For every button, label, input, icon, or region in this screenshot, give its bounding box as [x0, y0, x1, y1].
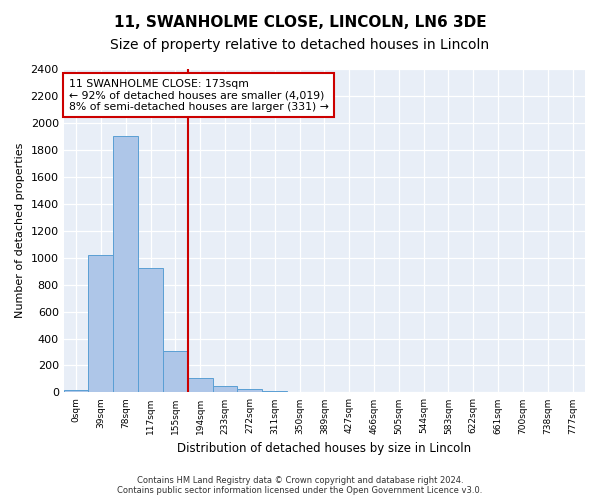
Bar — [238, 390, 262, 392]
Text: 11, SWANHOLME CLOSE, LINCOLN, LN6 3DE: 11, SWANHOLME CLOSE, LINCOLN, LN6 3DE — [113, 15, 487, 30]
Bar — [188, 378, 212, 392]
Text: 11 SWANHOLME CLOSE: 173sqm
← 92% of detached houses are smaller (4,019)
8% of se: 11 SWANHOLME CLOSE: 173sqm ← 92% of deta… — [69, 78, 329, 112]
X-axis label: Distribution of detached houses by size in Lincoln: Distribution of detached houses by size … — [177, 442, 472, 455]
Text: Size of property relative to detached houses in Lincoln: Size of property relative to detached ho… — [110, 38, 490, 52]
Bar — [138, 268, 163, 392]
Y-axis label: Number of detached properties: Number of detached properties — [15, 143, 25, 318]
Bar — [262, 391, 287, 392]
Bar — [113, 136, 138, 392]
Bar — [88, 255, 113, 392]
Bar — [212, 386, 238, 392]
Text: Contains HM Land Registry data © Crown copyright and database right 2024.
Contai: Contains HM Land Registry data © Crown c… — [118, 476, 482, 495]
Bar — [163, 350, 188, 393]
Bar — [64, 390, 88, 392]
